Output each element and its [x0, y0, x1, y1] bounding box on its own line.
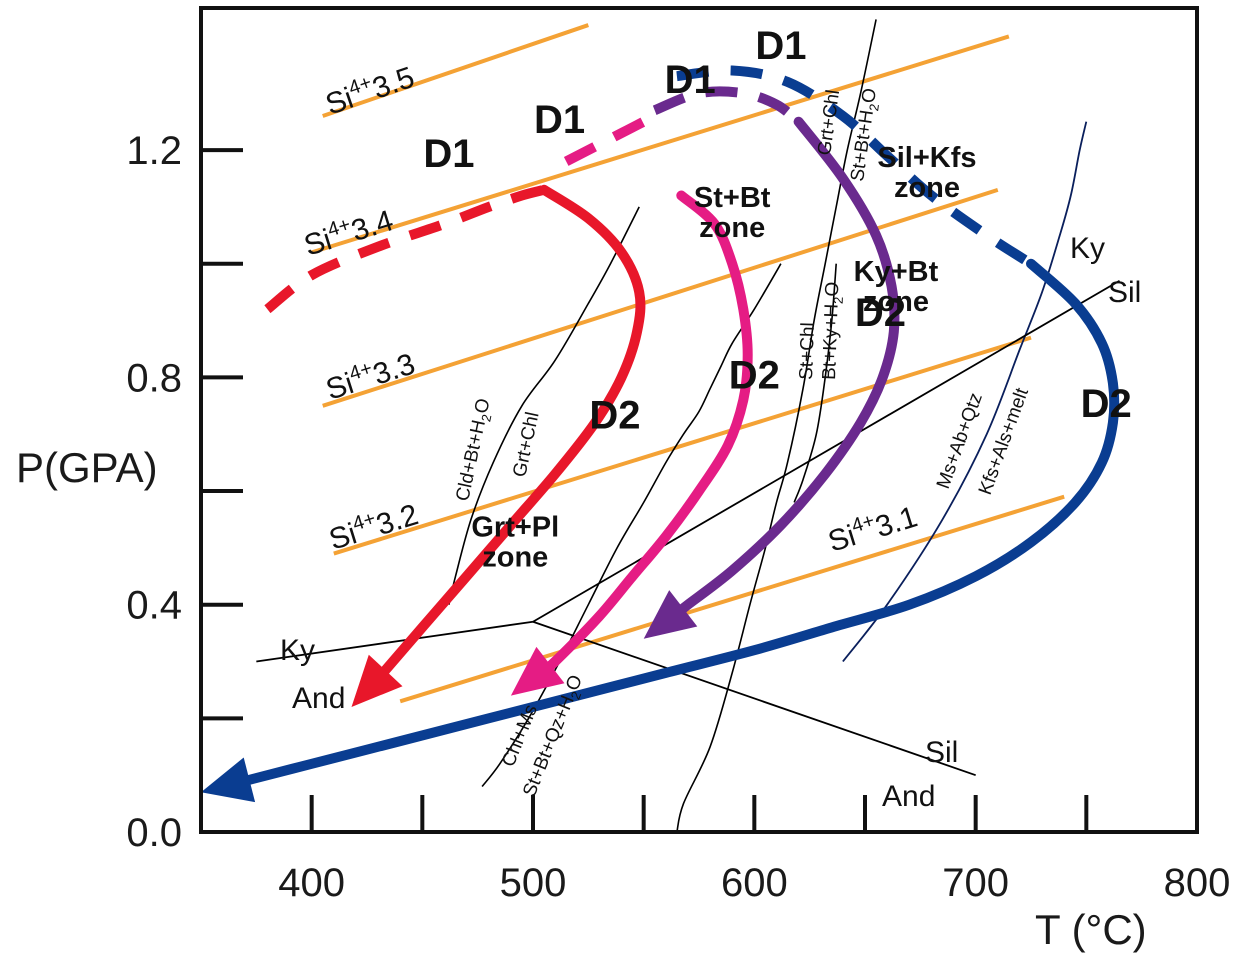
path-arrowhead	[643, 590, 698, 639]
x-tick-label: 500	[500, 861, 567, 905]
pt-paths	[201, 65, 1120, 803]
x-axis-title: T (°C)	[1035, 906, 1147, 953]
isopleth-line	[399, 494, 1065, 704]
isopleth-label: Si4+3.4	[299, 201, 397, 262]
reaction-line	[676, 19, 877, 832]
path-arrowhead	[510, 646, 565, 696]
reaction-line	[793, 263, 837, 503]
deformation-label: D2	[589, 394, 640, 438]
isopleth-line	[333, 335, 1032, 556]
pt-path-d2	[537, 190, 753, 677]
axis-ticks	[203, 148, 1089, 830]
x-tick-label: 700	[942, 861, 1009, 905]
pt-path-d1	[676, 65, 1034, 268]
isopleth-label: Si4+3.2	[324, 495, 422, 556]
pt-path-d2	[370, 184, 646, 688]
deformation-label: D2	[1081, 382, 1132, 426]
phase-label: Sil	[925, 736, 958, 769]
zone-label: Grt+Pl	[471, 511, 559, 543]
pt-path-d1	[563, 111, 658, 166]
axis-tick-labels: 400 500 600 700 800 0.0 0.4 0.8 1.2	[126, 129, 1230, 905]
reaction-label: Bt+Ky+H2O	[819, 281, 846, 380]
phase-label: Ky	[280, 634, 315, 667]
x-tick-label: 600	[721, 861, 788, 905]
si-isopleths	[311, 23, 1065, 704]
reaction-lines	[448, 19, 1088, 832]
reaction-label: Cld+Bt+H2O	[452, 397, 497, 504]
reaction-label: Ms+Ab+Qtz	[933, 390, 987, 491]
y-axis-title: P(GPA)	[16, 444, 158, 491]
y-tick-label: 0.4	[126, 584, 182, 628]
plot-labels: Si4+3.5 Si4+3.4 Si4+3.3 Si4+3.2 Si4+3.1 Grt+C…	[280, 24, 1141, 813]
x-tick-label: 400	[278, 861, 345, 905]
plot-frame	[199, 6, 1199, 834]
deformation-label: D1	[755, 24, 806, 68]
y-tick-label: 1.2	[126, 129, 182, 173]
phase-label: Sil	[1108, 276, 1141, 309]
zone-label: Ky+Bt	[854, 256, 939, 288]
deformation-label: D1	[534, 98, 585, 142]
path-arrowhead	[201, 757, 256, 803]
y-tick-label: 0.8	[126, 356, 182, 400]
isopleth-label: Si4+3.5	[321, 58, 419, 122]
phase-label: Ky	[1070, 232, 1105, 265]
pt-path-d2	[234, 258, 1120, 788]
reaction-label: St+Chl	[796, 322, 819, 380]
isopleth-label: Si4+3.3	[321, 345, 419, 407]
deformation-label: D2	[855, 291, 906, 335]
reaction-line	[842, 121, 1088, 663]
pt-path-d1	[264, 184, 546, 314]
phase-boundary-line	[532, 279, 1120, 623]
x-tick-label: 800	[1164, 861, 1231, 905]
zone-label: zone	[863, 286, 929, 318]
zone-label: Sil+Kfs	[877, 142, 976, 174]
pt-path-d1	[652, 86, 802, 126]
zone-label: St+Bt	[694, 182, 771, 214]
zone-label: zone	[699, 212, 765, 244]
zone-label: zone	[894, 172, 960, 204]
phase-label: And	[882, 780, 935, 813]
deformation-label: D2	[729, 354, 780, 398]
reaction-label: Grt+Chl	[509, 410, 543, 479]
deformation-label: D1	[665, 58, 716, 102]
deformation-label: D1	[423, 132, 474, 176]
isopleth-line	[311, 34, 1010, 255]
y-tick-label: 0.0	[126, 811, 182, 855]
aluminosilicate-boundaries	[256, 279, 1120, 777]
isopleth-label: Si4+3.1	[823, 497, 921, 558]
phase-label: And	[292, 682, 345, 715]
zone-label: zone	[482, 541, 548, 573]
isopleth-line	[322, 187, 999, 408]
reaction-line	[448, 206, 640, 605]
pt-path-d2	[670, 116, 900, 620]
reaction-label: Grt+Chl	[814, 88, 844, 156]
phase-boundary-line	[532, 620, 976, 777]
isopleth-line	[322, 23, 589, 118]
phase-boundary-line	[256, 620, 534, 663]
path-arrowhead	[351, 654, 403, 707]
